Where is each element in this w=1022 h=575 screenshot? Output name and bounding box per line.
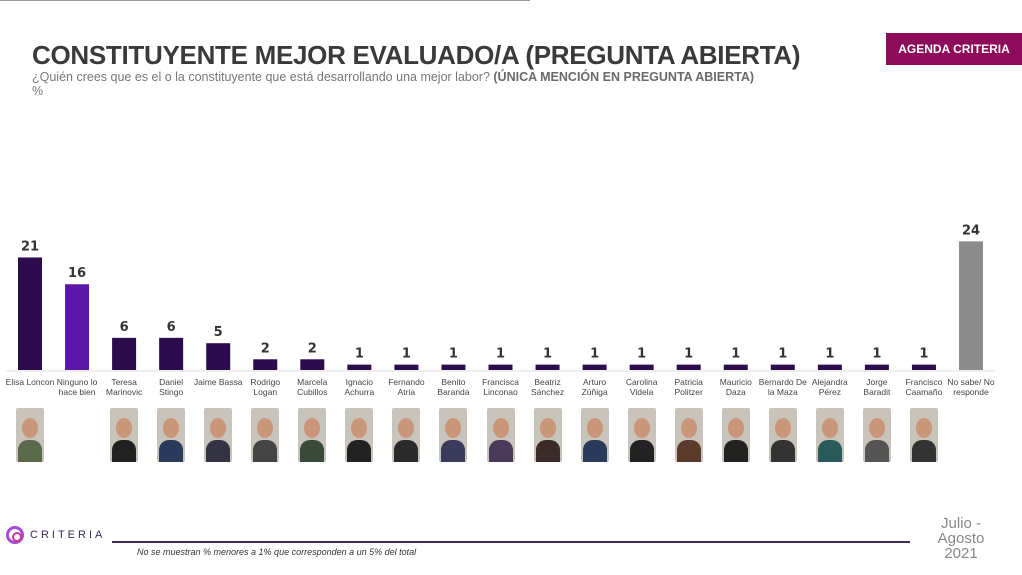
data-label: 1 <box>496 347 505 362</box>
agenda-badge: AGENDA CRITERIA <box>886 33 1022 65</box>
category-label: Carolina Videla <box>625 377 658 397</box>
candidate-photo <box>16 408 44 462</box>
candidate-photo <box>486 408 515 462</box>
candidate-photo <box>768 408 797 462</box>
subtitle: ¿Quién crees que es el o la constituyent… <box>32 70 852 98</box>
category-label: Francisca Linconao <box>482 377 519 397</box>
data-label: 1 <box>778 347 787 362</box>
category-label: Fernando Atria <box>388 377 425 397</box>
data-label: 6 <box>120 320 129 335</box>
bar <box>817 364 842 370</box>
logo-text: CRITERIA <box>30 529 106 541</box>
page-title: CONSTITUYENTE MEJOR EVALUADO/A (PREGUNTA… <box>32 40 801 70</box>
data-label: 1 <box>355 347 364 362</box>
category-label: Mauricio Daza <box>719 377 752 397</box>
data-label: 1 <box>872 347 881 362</box>
data-label: 1 <box>684 347 693 362</box>
data-label: 1 <box>731 347 740 362</box>
bar <box>864 364 889 370</box>
category-label: Teresa Marinovic <box>105 377 143 397</box>
bar <box>723 364 748 370</box>
data-label: 6 <box>167 320 176 335</box>
data-label: 1 <box>543 347 552 362</box>
bar <box>159 337 184 370</box>
bar <box>770 364 795 370</box>
data-label: 1 <box>919 347 928 362</box>
candidate-photo <box>533 408 562 462</box>
data-label: 16 <box>68 266 86 281</box>
bar <box>676 364 701 370</box>
category-label: Bernardo De la Maza <box>758 377 807 397</box>
category-label: Patricia Politzer <box>674 377 703 397</box>
data-label: 24 <box>962 223 980 238</box>
data-label: 1 <box>402 347 411 362</box>
candidate-photo <box>815 408 844 462</box>
data-label: 2 <box>308 341 317 356</box>
candidate-photo <box>204 408 233 462</box>
candidate-photo <box>157 408 186 462</box>
logo-icon <box>6 526 24 544</box>
candidate-photo <box>862 408 891 462</box>
bar <box>65 284 90 370</box>
category-label: Ninguno lo hace bien <box>56 377 98 397</box>
bar <box>629 364 654 370</box>
category-label: Arturo Zúñiga <box>581 377 608 397</box>
category-label: Alejandra Pérez <box>811 377 848 397</box>
bar <box>959 241 983 370</box>
top-divider <box>0 0 530 1</box>
unit-label: % <box>32 84 44 98</box>
candidate-photo <box>627 408 656 462</box>
category-label: Francisco Caamaño <box>905 377 943 397</box>
candidate-photo <box>674 408 703 462</box>
bar <box>300 359 325 370</box>
data-label: 1 <box>825 347 834 362</box>
data-label: 1 <box>637 347 646 362</box>
bar <box>488 364 513 370</box>
footer-divider <box>112 541 910 543</box>
bar <box>911 364 936 370</box>
candidate-photo <box>909 408 938 462</box>
category-label: Ignacio Achurra <box>344 377 375 397</box>
data-label: 5 <box>214 325 223 340</box>
data-label: 2 <box>261 341 270 356</box>
category-label: Elisa Loncon <box>5 377 55 387</box>
data-label: 21 <box>21 239 39 254</box>
category-label: Jorge Baradit <box>863 377 891 397</box>
bar <box>582 364 607 370</box>
date-label: Julio - Agosto 2021 <box>937 515 985 562</box>
criteria-logo: CRITERIA <box>6 526 105 544</box>
bar <box>441 364 466 370</box>
footnote: No se muestran % menores a 1% que corres… <box>137 547 417 557</box>
candidate-photo <box>345 408 374 462</box>
candidate-photo <box>439 408 468 462</box>
category-label: Marcela Cubillos <box>297 377 328 397</box>
bar <box>535 364 560 370</box>
category-label: Daniel Stingo <box>159 377 184 397</box>
bar <box>394 364 419 370</box>
candidate-photo <box>721 408 750 462</box>
question-note: (ÚNICA MENCIÓN EN PREGUNTA ABIERTA) <box>493 70 755 84</box>
data-label: 1 <box>590 347 599 362</box>
category-label: Beatriz Sánchez <box>531 377 565 397</box>
bar <box>112 337 137 370</box>
question-text: ¿Quién crees que es el o la constituyent… <box>32 70 494 84</box>
category-label: Benito Baranda <box>437 377 470 397</box>
category-label: Rodrigo Logan <box>250 377 281 397</box>
bar <box>347 364 372 370</box>
candidate-photo <box>110 408 139 462</box>
candidate-photo <box>298 408 327 462</box>
category-label: No sabe/ No responde <box>947 377 995 397</box>
data-label: 1 <box>449 347 458 362</box>
bar <box>18 257 42 370</box>
candidate-photo <box>392 408 421 462</box>
category-label: Jaime Bassa <box>193 377 243 387</box>
candidate-photo <box>251 408 280 462</box>
candidate-photo <box>580 408 609 462</box>
bar <box>206 343 231 370</box>
bar <box>253 359 278 370</box>
